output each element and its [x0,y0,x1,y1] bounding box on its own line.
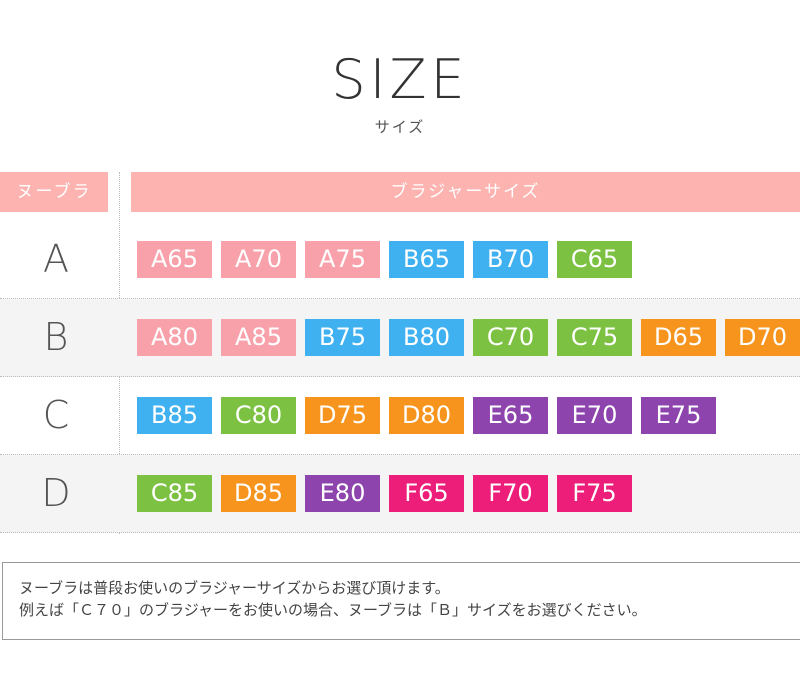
bra-size-chip: F70 [473,475,548,512]
nubra-size-label: C [42,393,70,437]
bra-size-chip: D85 [221,475,296,512]
page-subtitle: サイズ [374,118,426,136]
bra-size-chip: C80 [221,397,296,434]
bra-size-chip: C75 [557,319,632,356]
bra-size-chip: C65 [557,241,632,278]
note-line-1: ヌーブラは普段お使いのブラジャーサイズからお選び頂けます。 [19,579,450,597]
bra-size-chip: F75 [557,475,632,512]
bra-size-chip: A85 [221,319,296,356]
bra-size-chip: A75 [305,241,380,278]
note-line-2: 例えば「Ｃ７０」のブラジャーをお使いの場合、ヌーブラは「Ｂ」サイズをお選びくださ… [19,601,647,619]
bra-size-chip: A65 [137,241,212,278]
bra-size-chip: D70 [725,319,800,356]
nubra-size-label: B [43,315,69,359]
bra-size-chip: B85 [137,397,212,434]
bra-size-chip: A70 [221,241,296,278]
bra-size-header: ブラジャーサイズ [131,172,800,212]
table-row: C B85 C80 D75 D80 E65 E70 E75 [0,377,800,455]
nubra-size-label: D [41,471,71,515]
bra-size-chip: B80 [389,319,464,356]
table-row: B A80 A85 B75 B80 C70 C75 D65 D70 [0,299,800,377]
nubra-header: ヌーブラ [0,172,108,212]
bra-size-chip: E70 [557,397,632,434]
bra-size-chip: D80 [389,397,464,434]
table-row: A A65 A70 A75 B65 B70 C65 [0,221,800,299]
bra-size-chip: E75 [641,397,716,434]
bra-size-chip: B70 [473,241,548,278]
nubra-size-label: A [43,237,69,281]
page-title: SIZE [331,48,469,111]
bra-size-chip: B75 [305,319,380,356]
bra-size-chip: A80 [137,319,212,356]
note-box: ヌーブラは普段お使いのブラジャーサイズからお選び頂けます。 例えば「Ｃ７０」のブ… [2,562,800,640]
bra-size-chip: E80 [305,475,380,512]
bra-size-chip: F65 [389,475,464,512]
bra-size-chip: B65 [389,241,464,278]
bra-size-chip: C85 [137,475,212,512]
bra-size-chip: C70 [473,319,548,356]
bra-size-chip: E65 [473,397,548,434]
bra-size-chip: D65 [641,319,716,356]
bra-size-chip: D75 [305,397,380,434]
table-row: D C85 D85 E80 F65 F70 F75 [0,455,800,533]
